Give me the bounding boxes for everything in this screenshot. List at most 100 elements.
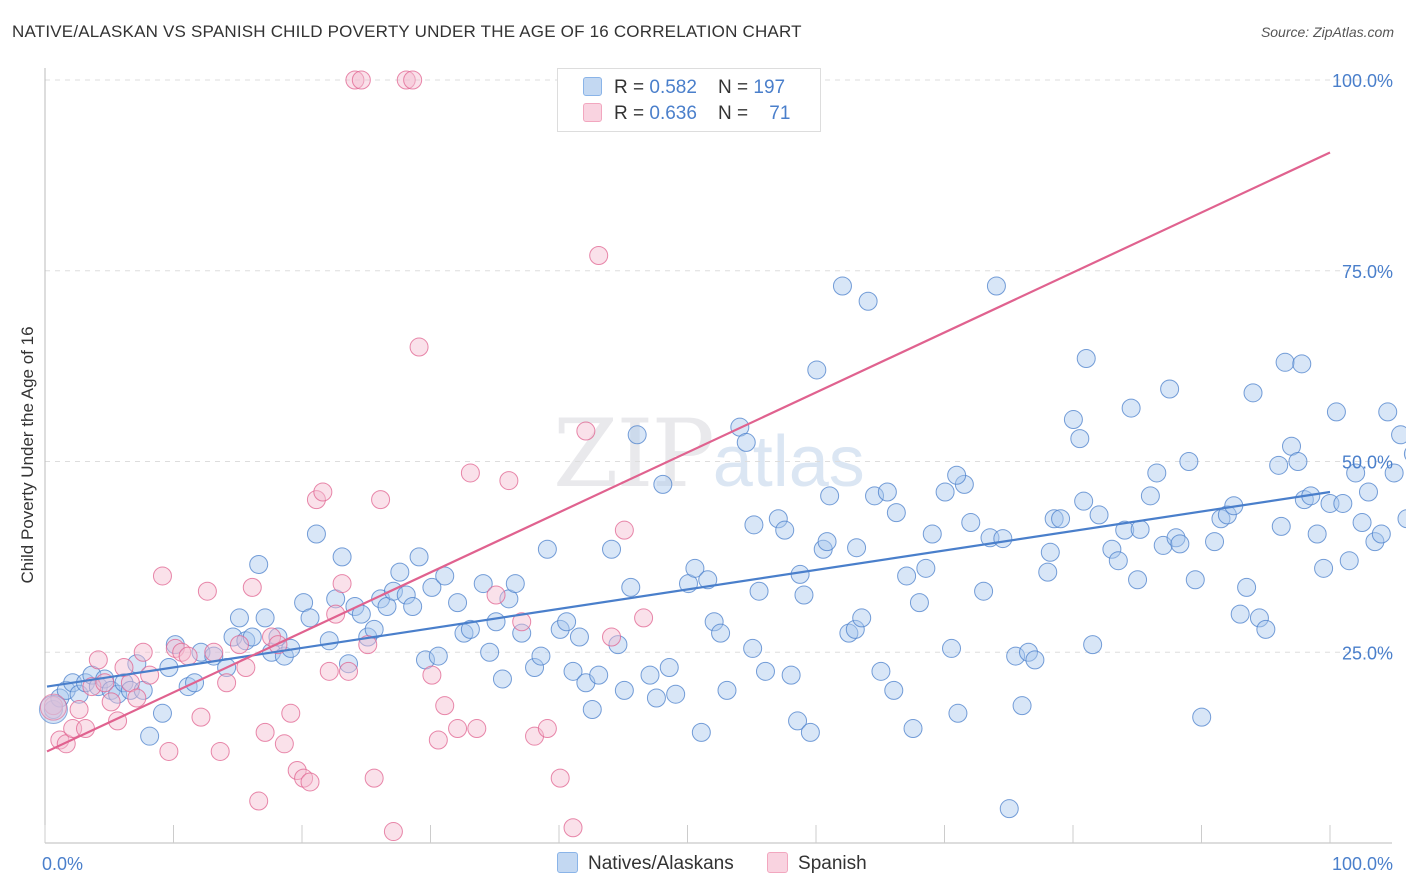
spanish-point [602, 627, 622, 647]
natives-point [1249, 608, 1269, 628]
spanish-point [101, 692, 121, 712]
series-label-natives: Natives/Alaskans [588, 853, 734, 874]
natives-point [1237, 577, 1257, 597]
natives-point [229, 608, 249, 628]
natives-point [1128, 570, 1148, 590]
natives-point [903, 719, 923, 739]
natives-point [788, 711, 808, 731]
natives-point [1217, 505, 1237, 525]
spanish-point [133, 642, 153, 662]
spanish-point [383, 822, 403, 842]
natives-point [1371, 524, 1391, 544]
natives-point [897, 566, 917, 586]
natives-point [306, 524, 326, 544]
natives-point [557, 612, 577, 632]
natives-point [865, 486, 885, 506]
natives-point [1147, 463, 1167, 483]
natives-point [1089, 505, 1109, 525]
natives-point [249, 555, 269, 575]
natives-point [602, 539, 622, 559]
spanish-point [563, 818, 583, 838]
spanish-point [281, 703, 301, 723]
x-tick-label-min: 0.0% [42, 854, 83, 874]
natives-point [800, 722, 820, 742]
natives-point [1205, 532, 1225, 552]
spanish-point [197, 581, 217, 601]
spanish-point [306, 490, 326, 510]
spanish-trendline [46, 151, 1331, 753]
series-legend-spanish[interactable]: Spanish [767, 852, 867, 875]
natives-point [1292, 354, 1312, 374]
natives-point [640, 665, 660, 685]
natives-point [871, 661, 891, 681]
natives-point [550, 619, 570, 639]
natives-point [711, 623, 731, 643]
natives-point [1314, 558, 1334, 578]
natives-point [1230, 604, 1250, 624]
legend-r-value: 0.582 [649, 77, 697, 98]
natives-point [1140, 486, 1160, 506]
natives-point [1160, 379, 1180, 399]
spanish-point [319, 661, 339, 681]
natives-point [390, 562, 410, 582]
natives-point [999, 799, 1019, 819]
y-tick-label: 50.0% [1342, 453, 1393, 473]
natives-point [698, 570, 718, 590]
natives-point [775, 520, 795, 540]
spanish-point [339, 661, 359, 681]
natives-point [1243, 383, 1263, 403]
natives-point [621, 577, 641, 597]
natives-point [152, 703, 172, 723]
natives-point [140, 726, 160, 746]
spanish-point [614, 520, 634, 540]
natives-point [1170, 534, 1190, 554]
natives-point [569, 627, 589, 647]
natives-point [717, 680, 737, 700]
natives-point [832, 276, 852, 296]
spanish-point [428, 730, 448, 750]
natives-point [653, 474, 673, 494]
natives-point [473, 574, 493, 594]
natives-point [537, 539, 557, 559]
natives-point [974, 581, 994, 601]
natives-point [589, 665, 609, 685]
spanish-point [210, 741, 230, 761]
natives-point [1179, 452, 1199, 471]
legend-n-value: 71 [769, 103, 791, 124]
natives-point [1038, 562, 1058, 582]
natives-point [736, 432, 756, 452]
spanish-point [364, 768, 384, 788]
natives-point [749, 581, 769, 601]
natives-point [422, 577, 442, 597]
y-tick-label: 25.0% [1342, 643, 1393, 663]
x-tick-label-max: 100.0% [1332, 854, 1393, 874]
natives-point [666, 684, 686, 704]
natives-point [858, 291, 878, 311]
spanish-point [460, 463, 480, 483]
spanish-point [152, 566, 172, 586]
natives-point [1397, 509, 1406, 529]
natives-point [1256, 619, 1276, 639]
spanish-point [576, 421, 596, 441]
natives-point [396, 585, 416, 605]
y-tick-label: 100.0% [1332, 71, 1393, 91]
spanish-point [82, 677, 102, 697]
natives-point [403, 596, 423, 616]
natives-point [1185, 570, 1205, 590]
natives-point [460, 619, 480, 639]
spanish-point [127, 688, 147, 708]
legend-swatch-spanish [583, 103, 602, 122]
natives-point [1326, 402, 1346, 422]
natives-point [1358, 482, 1378, 502]
natives-point [942, 638, 962, 658]
spanish-point [249, 791, 269, 811]
spanish-cluster-point [39, 693, 67, 721]
series-legend-natives[interactable]: Natives/Alaskans [557, 852, 734, 875]
y-tick-label: 75.0% [1342, 262, 1393, 282]
natives-point [1384, 463, 1404, 483]
natives-point [817, 532, 837, 552]
natives-trendline [46, 490, 1331, 688]
spanish-point [351, 70, 371, 90]
natives-point [852, 608, 872, 628]
natives-point [886, 503, 906, 523]
